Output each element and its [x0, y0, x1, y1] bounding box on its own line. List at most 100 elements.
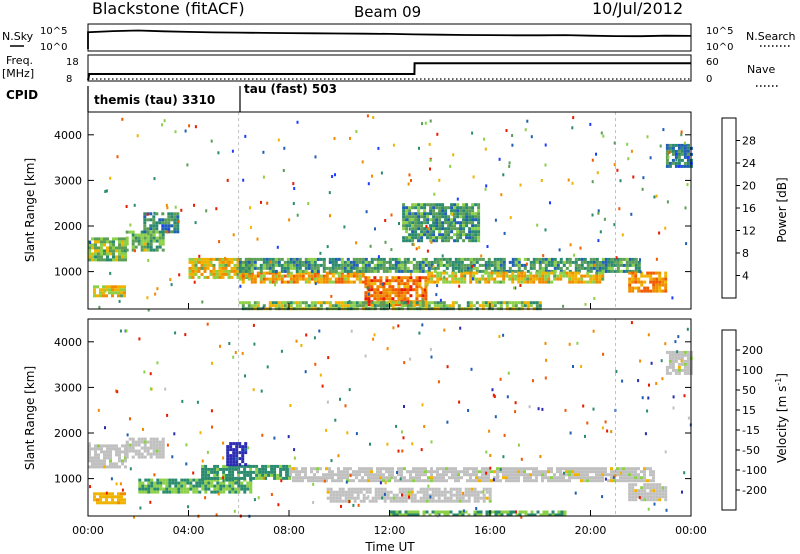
- heatmap-cell: [376, 279, 380, 283]
- heatmap-cell: [655, 492, 659, 496]
- heatmap-cell: [529, 277, 533, 281]
- heatmap-cell: [541, 269, 545, 273]
- heatmap-noise-cell: [337, 454, 340, 458]
- heatmap-cell: [565, 257, 569, 261]
- heatmap-cell: [271, 269, 275, 273]
- heatmap-cell: [655, 495, 659, 499]
- heatmap-cell: [232, 448, 236, 452]
- x-tick-label: 12:00: [374, 524, 406, 537]
- heatmap-cell: [376, 285, 380, 289]
- heatmap-cell: [111, 492, 114, 496]
- heatmap-cell: [379, 473, 382, 477]
- heatmap-cell: [125, 446, 129, 450]
- heatmap-cell: [445, 263, 449, 267]
- heatmap-noise-cell: [452, 153, 455, 157]
- heatmap-noise-cell: [215, 207, 218, 211]
- heatmap-noise-cell: [508, 164, 511, 168]
- heatmap-cell: [382, 257, 386, 261]
- heatmap-cell: [370, 257, 374, 261]
- heatmap-cell: [91, 456, 94, 460]
- heatmap-noise-cell: [174, 130, 177, 134]
- heatmap-cell: [410, 496, 414, 500]
- heatmap-noise-cell: [627, 157, 630, 161]
- heatmap-cell: [447, 224, 451, 228]
- heatmap-cell: [625, 473, 628, 477]
- heatmap-cell: [467, 513, 471, 517]
- heatmap-cell: [88, 459, 91, 463]
- heatmap-cell: [502, 301, 506, 305]
- heatmap-noise-cell: [687, 416, 690, 420]
- heatmap-cell: [361, 257, 365, 261]
- heatmap-cell: [164, 218, 168, 222]
- heatmap-cell: [674, 143, 678, 147]
- heatmap-cell: [105, 294, 108, 298]
- heatmap-cell: [652, 489, 656, 493]
- heatmap-cell: [547, 274, 551, 278]
- heatmap-cell: [210, 478, 214, 482]
- heatmap-cell: [674, 155, 678, 159]
- heatmap-cell: [152, 443, 156, 447]
- heatmap-cell: [143, 236, 147, 240]
- heatmap-cell: [441, 206, 445, 210]
- heatmap-cell: [241, 266, 245, 270]
- heatmap-cell: [589, 470, 592, 474]
- heatmap-noise-cell: [252, 323, 255, 327]
- heatmap-cell: [414, 227, 418, 231]
- heatmap-cell: [541, 257, 545, 261]
- heatmap-cell: [100, 258, 103, 262]
- heatmap-noise-cell: [484, 187, 487, 191]
- heatmap-cell: [426, 218, 430, 222]
- heatmap-cell: [607, 266, 611, 270]
- heatmap-cell: [121, 237, 124, 241]
- heatmap-cell: [137, 239, 141, 243]
- colorbar-tick-label: 200: [742, 344, 763, 357]
- heatmap-cell: [485, 513, 489, 517]
- heatmap-cell: [155, 239, 159, 243]
- heatmap-cell: [449, 496, 453, 500]
- heatmap-cell: [466, 263, 470, 267]
- heatmap-cell: [394, 266, 398, 270]
- heatmap-cell: [97, 462, 100, 466]
- heatmap-noise-cell: [319, 251, 322, 255]
- heatmap-cell: [631, 274, 635, 278]
- heatmap-cell: [108, 285, 111, 289]
- heatmap-noise-cell: [196, 400, 199, 404]
- heatmap-cell: [222, 467, 226, 471]
- heatmap-cell: [568, 470, 571, 474]
- heatmap-cell: [168, 490, 172, 494]
- heatmap-cell: [456, 203, 460, 207]
- heatmap-cell: [325, 476, 328, 480]
- heatmap-cell: [541, 260, 545, 264]
- heatmap-cell: [571, 476, 574, 480]
- heatmap-cell: [652, 283, 656, 287]
- heatmap-cell: [94, 240, 97, 244]
- heatmap-cell: [97, 246, 100, 250]
- heatmap-cell: [658, 486, 662, 490]
- heatmap-cell: [143, 437, 147, 441]
- heatmap-noise-cell: [615, 370, 618, 373]
- heatmap-cell: [456, 209, 460, 213]
- heatmap-cell: [334, 257, 338, 261]
- heatmap-cell: [310, 304, 314, 308]
- heatmap-cell: [397, 301, 401, 305]
- heatmap-cell: [592, 257, 596, 261]
- heatmap-cell: [349, 479, 352, 483]
- heatmap-cell: [409, 473, 412, 477]
- heatmap-cell: [231, 481, 235, 485]
- heatmap-cell: [677, 155, 681, 159]
- heatmap-cell: [146, 230, 150, 234]
- heatmap-cell: [218, 260, 222, 264]
- heatmap-cell: [265, 260, 269, 264]
- heatmap-cell: [683, 161, 687, 165]
- heatmap-cell: [289, 274, 293, 278]
- heatmap-cell: [343, 274, 347, 278]
- heatmap-cell: [680, 152, 684, 156]
- heatmap-cell: [529, 467, 532, 471]
- heatmap-noise-cell: [257, 496, 260, 500]
- heatmap-cell: [376, 470, 379, 474]
- heatmap-cell: [559, 269, 563, 273]
- heatmap-cell: [502, 266, 506, 270]
- heatmap-cell: [322, 257, 326, 261]
- heatmap-cell: [424, 294, 428, 298]
